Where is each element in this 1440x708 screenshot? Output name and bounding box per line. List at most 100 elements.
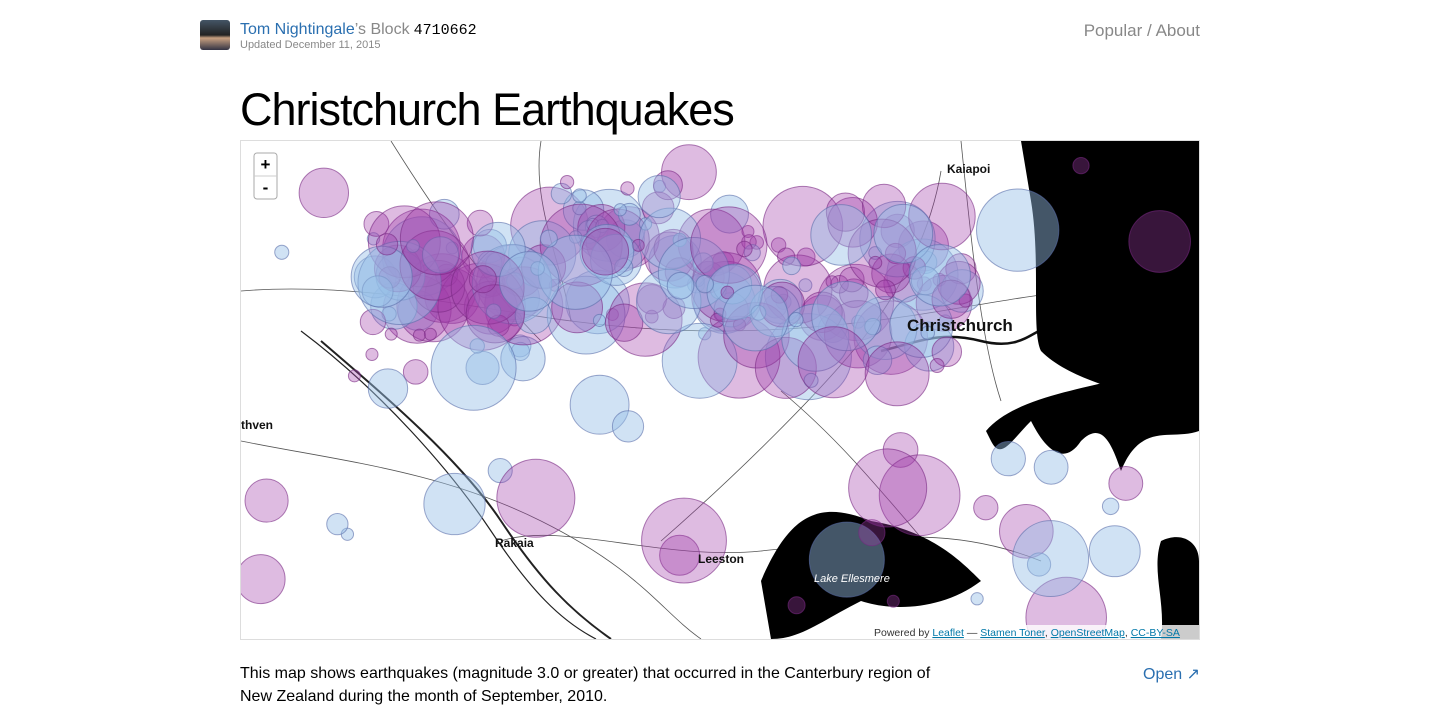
harbour xyxy=(986,381,1199,471)
zoom-control: + - xyxy=(253,152,278,200)
earthquake-marker xyxy=(808,521,885,598)
earthquake-marker xyxy=(838,266,865,293)
block-id: 4710662 xyxy=(413,22,477,39)
earthquake-marker xyxy=(931,279,971,319)
place-label: Kaiapoi xyxy=(947,162,990,176)
earthquake-marker xyxy=(581,227,630,276)
earthquake-marker xyxy=(241,554,286,605)
about-link[interactable]: About xyxy=(1155,21,1200,40)
earthquake-marker xyxy=(929,358,945,374)
earthquake-marker xyxy=(539,229,558,248)
description: This map shows earthquakes (magnitude 3.… xyxy=(240,665,931,705)
earthquake-marker xyxy=(653,170,683,201)
earthquake-marker xyxy=(399,201,474,276)
river xyxy=(300,330,597,639)
earthquake-marker xyxy=(722,284,789,352)
earthquake-marker xyxy=(423,472,486,536)
earthquake-marker xyxy=(500,335,546,382)
earthquake-marker xyxy=(604,303,644,342)
earthquake-marker xyxy=(827,196,878,248)
earthquake-marker xyxy=(990,441,1026,477)
open-text: Open xyxy=(1143,666,1183,683)
earthquake-marker xyxy=(430,324,517,411)
map-canvas: Kaiapoi Christchurch thven Rakaia Leesto… xyxy=(241,141,1199,639)
earthquake-marker xyxy=(764,313,852,401)
nav-separator: / xyxy=(1147,21,1152,40)
place-label: Leeston xyxy=(698,552,744,566)
earthquake-marker xyxy=(1026,552,1052,577)
earthquake-marker xyxy=(803,372,819,388)
earthquake-marker xyxy=(498,251,560,312)
earthquake-marker xyxy=(697,315,781,399)
place-label: Rakaia xyxy=(495,536,534,550)
earthquake-marker xyxy=(350,245,413,308)
earthquake-marker xyxy=(880,213,915,249)
popular-link[interactable]: Popular xyxy=(1083,21,1143,40)
attr-text: , xyxy=(1045,627,1048,639)
nav: Popular / About xyxy=(1084,21,1200,41)
earthquake-marker xyxy=(853,295,918,360)
earthquake-marker xyxy=(506,272,524,290)
earthquake-marker xyxy=(559,174,575,190)
earthquake-marker xyxy=(620,181,635,196)
zoom-in[interactable]: + xyxy=(261,155,271,174)
earthquake-marker xyxy=(787,596,806,615)
earthquake-marker xyxy=(378,266,401,289)
attr-link[interactable]: CC-BY-SA xyxy=(1131,627,1180,639)
earthquake-marker xyxy=(882,432,919,468)
earthquake-marker xyxy=(749,235,765,250)
earthquake-marker xyxy=(437,262,526,351)
earthquake-marker xyxy=(732,318,747,332)
earthquake-marker xyxy=(1128,210,1191,273)
earthquake-marker xyxy=(590,233,643,286)
earthquake-markers xyxy=(241,144,1191,639)
block-owner: Tom Nightingale’s Block 4710662 xyxy=(240,21,477,39)
earthquake-marker xyxy=(976,188,1060,272)
earthquake-marker xyxy=(384,327,398,341)
earthquake-marker xyxy=(510,186,590,266)
earthquake-marker xyxy=(402,359,429,385)
earthquake-marker xyxy=(514,296,552,335)
open-link[interactable]: Open ↗ xyxy=(1143,666,1200,683)
earthquake-marker xyxy=(749,286,801,338)
attribution: Powered by Leaflet — Stamen Toner, OpenS… xyxy=(874,627,1180,639)
earthquake-marker xyxy=(777,247,796,266)
map[interactable]: Kaiapoi Christchurch thven Rakaia Leesto… xyxy=(240,140,1200,640)
earthquake-marker xyxy=(690,206,768,284)
earthquake-marker xyxy=(572,188,587,203)
earthquake-marker xyxy=(875,279,896,301)
earthquake-marker xyxy=(864,317,882,336)
earthquake-marker xyxy=(763,294,788,319)
earthquake-marker xyxy=(886,594,900,608)
attribution-bg xyxy=(869,625,1199,639)
earthquake-marker xyxy=(999,503,1054,559)
earthquake-marker xyxy=(508,334,532,358)
earthquake-marker xyxy=(862,345,893,376)
earthquake-marker xyxy=(661,322,738,399)
attr-link[interactable]: Stamen Toner xyxy=(980,627,1046,639)
earthquake-marker xyxy=(825,192,866,232)
earthquake-marker xyxy=(423,327,437,341)
earthquake-marker xyxy=(797,326,870,399)
earthquake-marker xyxy=(1072,157,1090,175)
earthquake-marker xyxy=(367,368,409,409)
attr-text: , xyxy=(1125,627,1128,639)
place-labels: Kaiapoi Christchurch thven Rakaia Leesto… xyxy=(241,162,1013,585)
earthquake-marker xyxy=(864,341,930,407)
earthquake-marker xyxy=(666,271,695,300)
earthquake-marker xyxy=(861,183,907,229)
earthquake-marker xyxy=(811,280,882,352)
earthquake-marker xyxy=(546,275,626,355)
earthquake-marker xyxy=(421,236,460,274)
author-link[interactable]: Tom Nightingale xyxy=(240,21,355,38)
place-label: Lake Ellesmere xyxy=(814,573,890,585)
attr-link[interactable]: Leaflet xyxy=(932,627,964,639)
zoom-out[interactable]: - xyxy=(263,178,269,197)
attr-link[interactable]: OpenStreetMap xyxy=(1051,627,1125,639)
earthquake-marker xyxy=(782,256,801,276)
place-label: thven xyxy=(241,418,273,432)
earthquake-marker xyxy=(754,336,817,399)
earthquake-marker xyxy=(375,233,399,256)
earthquake-marker xyxy=(397,290,439,331)
earthquake-marker xyxy=(613,203,627,217)
